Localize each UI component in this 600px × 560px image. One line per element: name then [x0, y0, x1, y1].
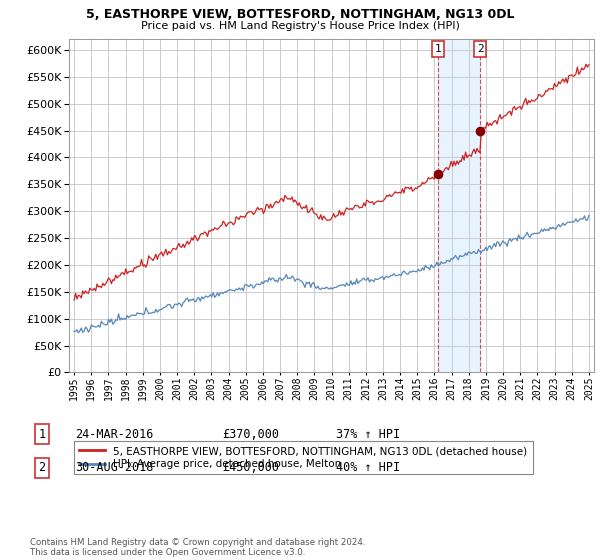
Text: 30-AUG-2018: 30-AUG-2018 [75, 461, 154, 474]
Text: Price paid vs. HM Land Registry's House Price Index (HPI): Price paid vs. HM Land Registry's House … [140, 21, 460, 31]
Text: 24-MAR-2016: 24-MAR-2016 [75, 427, 154, 441]
Text: 2: 2 [38, 461, 46, 474]
Text: 1: 1 [435, 44, 442, 54]
Text: 5, EASTHORPE VIEW, BOTTESFORD, NOTTINGHAM, NG13 0DL: 5, EASTHORPE VIEW, BOTTESFORD, NOTTINGHA… [86, 8, 514, 21]
Bar [438, 39, 480, 372]
Text: 37% ↑ HPI: 37% ↑ HPI [336, 427, 400, 441]
Legend: 5, EASTHORPE VIEW, BOTTESFORD, NOTTINGHAM, NG13 0DL (detached house), HPI: Avera: 5, EASTHORPE VIEW, BOTTESFORD, NOTTINGHA… [74, 441, 533, 474]
Text: 2: 2 [477, 44, 484, 54]
Text: 40% ↑ HPI: 40% ↑ HPI [336, 461, 400, 474]
Text: £370,000: £370,000 [222, 427, 279, 441]
Text: Contains HM Land Registry data © Crown copyright and database right 2024.
This d: Contains HM Land Registry data © Crown c… [30, 538, 365, 557]
Text: 1: 1 [38, 427, 46, 441]
Text: £450,000: £450,000 [222, 461, 279, 474]
